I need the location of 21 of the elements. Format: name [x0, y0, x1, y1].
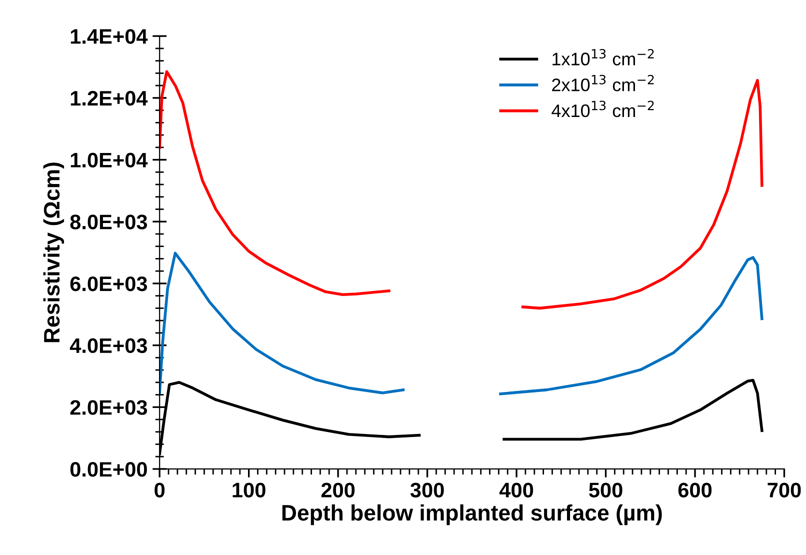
legend-label: 2x10$^{13}$ cm$^{−2}$ [552, 74, 654, 92]
y-axis-title: Resistivity (Ωcm) [43, 162, 64, 342]
y-tick-label: 1.0E+04 [70, 152, 148, 168]
y-tick-label: 1.2E+04 [70, 90, 148, 106]
x-tick-label: 700 [768, 482, 801, 498]
x-tick-label: 300 [410, 482, 444, 498]
x-tick-label: 0 [154, 482, 165, 498]
x-tick-label: 200 [321, 482, 355, 498]
x-tick-label: 100 [232, 482, 266, 498]
y-tick-label: 8.0E+03 [70, 214, 148, 230]
y-tick-label: 2.0E+03 [70, 400, 148, 415]
y-tick-label: 0.0E+00 [70, 462, 147, 477]
legend-label: 4x10$^{13}$ cm$^{−2}$ [552, 100, 654, 118]
y-tick-label: 6.0E+03 [70, 276, 148, 292]
x-axis-title: Depth below implanted surface (µm) [282, 504, 662, 526]
x-tick-label: 600 [678, 482, 712, 498]
x-tick-label: 500 [589, 482, 622, 498]
legend-label: 1x10$^{13}$ cm$^{−2}$ [552, 48, 654, 66]
y-tick-label: 4.0E+03 [70, 338, 148, 354]
y-tick-label: 1.4E+04 [70, 29, 148, 44]
x-tick-label: 400 [499, 482, 534, 498]
